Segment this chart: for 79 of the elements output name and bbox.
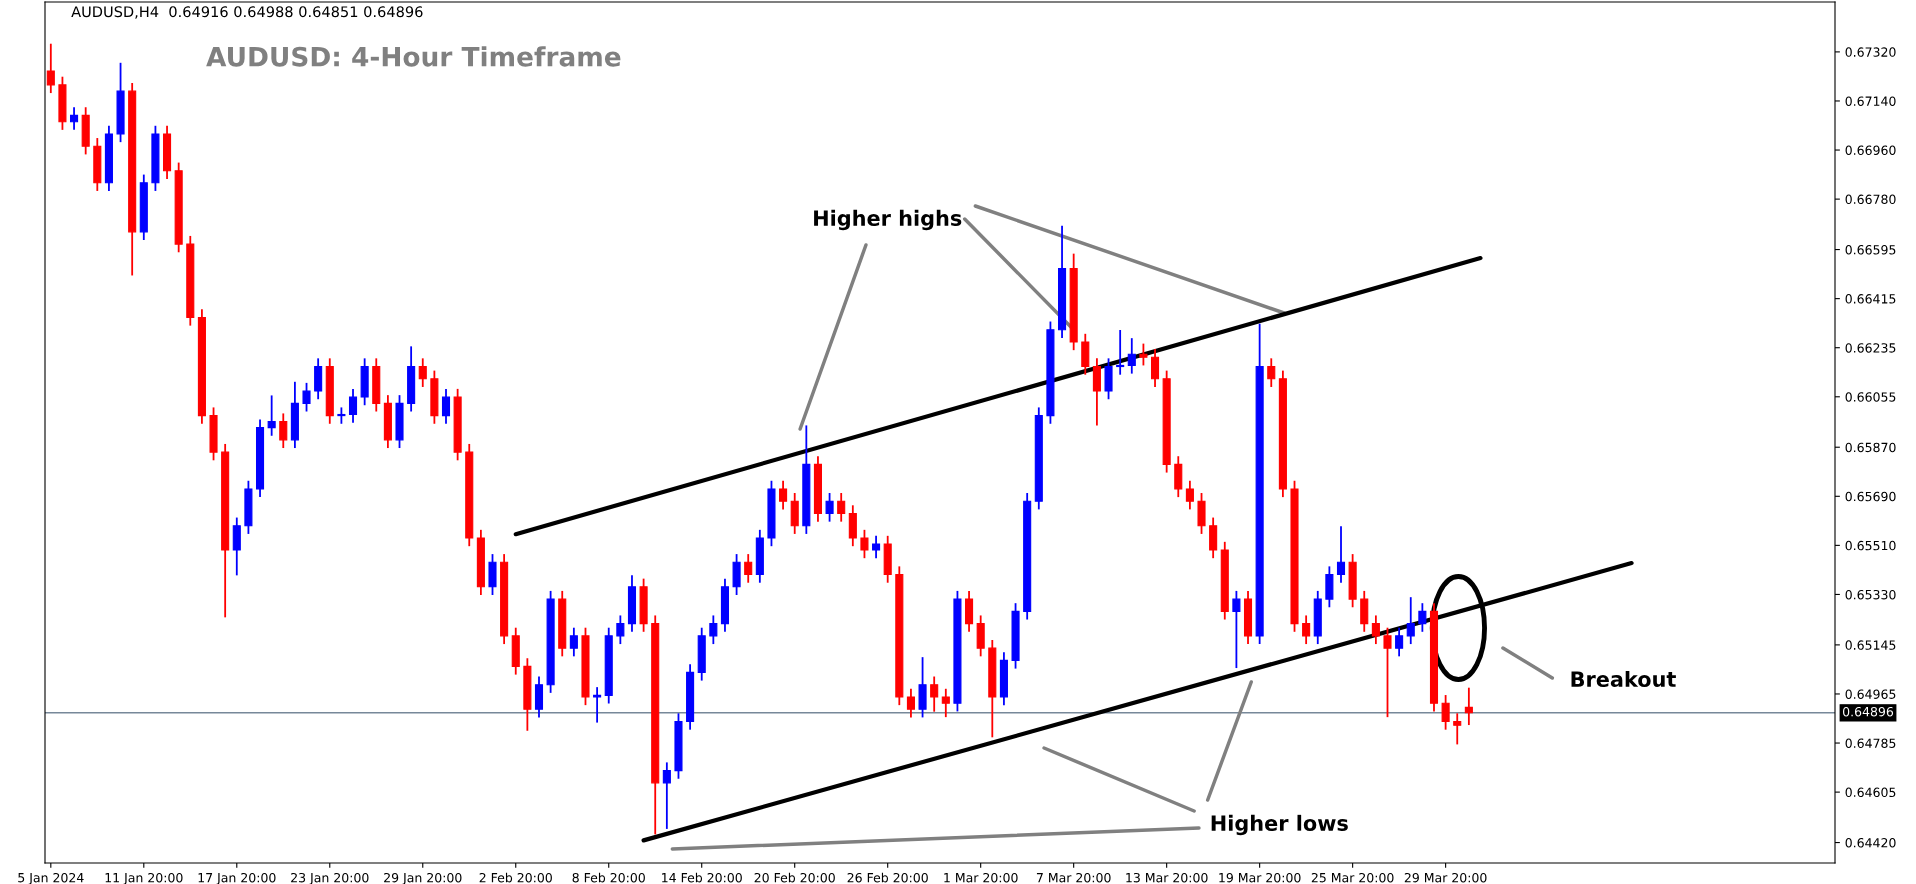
text: AUDUSD: 4-Hour Timeframe: [206, 46, 621, 67]
candlestick: [779, 479, 788, 511]
candlestick: [46, 42, 55, 94]
candlestick: [1139, 342, 1148, 367]
x-tick-label: 25 Mar 20:00: [1311, 872, 1394, 883]
annotation: Higher lows: [1211, 814, 1348, 836]
candlestick: [1267, 357, 1276, 388]
candlestick: [337, 406, 346, 425]
annotation: Breakout: [1571, 670, 1676, 688]
candlestick: [744, 553, 753, 584]
y-tick-label: 0.67320: [1845, 47, 1896, 57]
candlestick: [1232, 589, 1241, 669]
x-tick-label: 13 Mar 20:00: [1126, 872, 1208, 883]
x-tick-label: 14 Feb 20:00: [662, 872, 742, 883]
candlestick: [348, 387, 358, 424]
y-tick-label: 0.65870: [1845, 442, 1896, 453]
x-tick-label: 20 Feb 20:00: [754, 872, 835, 883]
candlestick: [1150, 348, 1160, 388]
y-tick-label: 0.64965: [1845, 689, 1896, 699]
candlestick: [441, 387, 451, 425]
candlestick: [872, 534, 881, 560]
x-tick-label: 26 Feb 20:00: [847, 872, 928, 883]
y-tick-label: 0.66960: [1845, 145, 1896, 155]
y-tick-label: 0.64420: [1845, 838, 1896, 848]
candlestick: [616, 614, 625, 645]
candlestick: [941, 687, 950, 719]
y-tick-label: 0.66595: [1845, 245, 1896, 255]
y-tick-label: 0.66780: [1845, 194, 1896, 205]
candlestick: [1406, 596, 1415, 645]
annotation: AUDUSD,H4 0.64916 0.64988 0.64851 0.64896: [71, 6, 423, 19]
x-tick-label: 1 Mar 20:00: [944, 872, 1018, 883]
y-tick-label: 0.64605: [1845, 787, 1896, 798]
y-tick-label: 0.65330: [1845, 589, 1896, 600]
candlestick: [837, 492, 846, 523]
candlestick: [1464, 686, 1473, 726]
y-tick-label: 0.67140: [1845, 96, 1896, 106]
candlestick: [906, 687, 915, 719]
x-tick-label: 29 Mar 20:00: [1404, 872, 1487, 883]
x-tick-label: 11 Jan 20:00: [105, 872, 183, 884]
candlestick: [825, 492, 834, 523]
candlestick: [593, 686, 602, 724]
y-tick-label: 0.64785: [1845, 738, 1896, 748]
candlestick: [1371, 614, 1380, 645]
candlestick: [418, 357, 427, 388]
candlestick: [267, 394, 276, 437]
x-tick-label: 29 Jan 20:00: [384, 872, 462, 884]
candlestick: [1453, 712, 1462, 746]
candlestick: [70, 106, 79, 131]
candlestick: [709, 614, 718, 645]
candlestick: [302, 381, 311, 413]
x-tick-label: 23 Jan 20:00: [291, 872, 369, 884]
y-tick-label: 0.65145: [1845, 640, 1896, 650]
candlestick: [569, 626, 578, 658]
x-tick-label: 19 Mar 20:00: [1219, 872, 1301, 883]
candlestick: [1383, 626, 1392, 719]
x-tick-label: 7 Mar 20:00: [1036, 872, 1111, 883]
candlestick: [1127, 337, 1136, 375]
y-tick-label: 0.66415: [1845, 294, 1896, 304]
y-tick-label: 0.65510: [1845, 540, 1896, 551]
candlestick: [1302, 614, 1311, 645]
y-tick-label: 0.66235: [1845, 343, 1896, 353]
x-tick-label: 17 Jan 20:00: [198, 872, 276, 884]
y-tick-label: 0.66055: [1845, 392, 1896, 402]
candlestick: [930, 675, 939, 713]
candlestick: [279, 412, 288, 449]
candlestick: [860, 528, 869, 560]
candlestick: [1116, 329, 1125, 376]
candlestick: [1441, 694, 1450, 731]
candlestick: [1336, 525, 1346, 584]
x-tick-label: 2 Feb 20:00: [479, 872, 552, 883]
x-tick-label: 5 Jan 2024: [18, 872, 84, 884]
candlestick: [1395, 626, 1404, 658]
ref-line-label: 0.64896: [1842, 706, 1894, 717]
candlestick: [1418, 602, 1427, 633]
y-tick-label: 0.65690: [1845, 491, 1896, 502]
annotation: Higher highs: [814, 209, 962, 231]
candlestick: [662, 761, 671, 830]
candlestick: [1185, 479, 1194, 511]
x-tick-label: 8 Feb 20:00: [572, 872, 645, 883]
